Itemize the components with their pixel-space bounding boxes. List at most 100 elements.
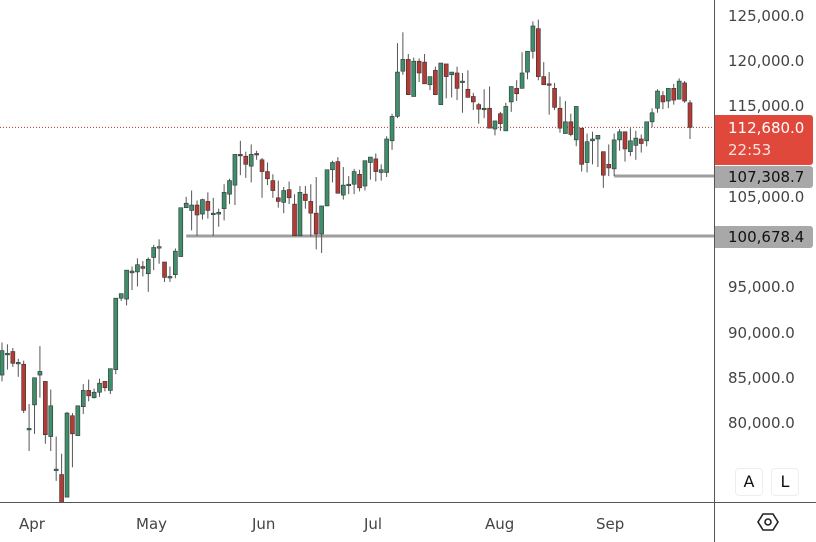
candle: [145, 258, 151, 275]
candle: [622, 131, 628, 150]
time-tick: May: [136, 515, 168, 533]
candle: [660, 95, 666, 103]
candle: [308, 201, 314, 214]
chart-plot-area[interactable]: [0, 0, 714, 506]
log-scale-button[interactable]: L: [771, 468, 799, 496]
candle: [362, 160, 368, 187]
candle: [248, 154, 254, 167]
candle: [124, 269, 129, 300]
candle: [411, 60, 417, 97]
candle: [330, 162, 335, 171]
candle: [687, 102, 693, 128]
candle: [108, 368, 113, 391]
candle: [405, 59, 411, 95]
candle: [183, 202, 189, 209]
candle: [80, 390, 86, 408]
candle: [465, 88, 471, 98]
candle: [584, 141, 590, 163]
price-tick: 95,000.0: [728, 278, 795, 297]
candle: [633, 137, 639, 146]
candle: [638, 138, 644, 144]
candlestick-series: [0, 19, 714, 506]
candle: [443, 63, 449, 77]
candle: [649, 112, 655, 123]
candle: [37, 371, 43, 376]
auto-scale-button[interactable]: A: [735, 468, 763, 496]
candle: [357, 173, 362, 189]
last-price-label: 112,680.0 22:53: [715, 115, 813, 165]
candle: [671, 88, 677, 101]
level-label-upper: 107,308.7: [715, 166, 813, 188]
candle: [552, 88, 557, 108]
candle: [0, 350, 5, 376]
candle: [536, 28, 541, 77]
candle: [666, 88, 671, 102]
candle: [590, 138, 595, 142]
time-tick: Jun: [252, 515, 276, 533]
candle: [454, 72, 460, 89]
candle: [275, 197, 281, 202]
candle: [281, 190, 287, 203]
candle: [86, 390, 91, 397]
time-tick: Aug: [485, 515, 515, 533]
candle: [573, 106, 579, 141]
price-tick: 85,000.0: [728, 368, 795, 387]
candle: [498, 113, 503, 124]
time-axis[interactable]: Apr May Jun Jul Aug Sep: [0, 502, 714, 542]
candle: [324, 169, 330, 207]
candle: [628, 140, 633, 152]
time-tick: Sep: [596, 515, 625, 533]
candle: [21, 363, 26, 411]
candle: [151, 247, 156, 258]
candle: [178, 207, 184, 257]
candle: [91, 391, 97, 398]
candle: [541, 76, 547, 86]
candle: [617, 131, 622, 141]
candle: [102, 381, 108, 389]
candle: [492, 120, 498, 130]
candle: [568, 121, 574, 135]
price-tick: 115,000.0: [728, 97, 805, 116]
candle: [59, 474, 64, 506]
candle: [487, 107, 492, 129]
candle: [503, 106, 509, 132]
time-tick: Apr: [19, 515, 45, 533]
candle: [481, 107, 487, 111]
candle: [303, 193, 308, 201]
candle: [335, 161, 341, 194]
candle: [216, 211, 221, 215]
candle: [64, 412, 70, 498]
candle: [346, 183, 352, 187]
candle: [189, 204, 194, 211]
candle: [167, 276, 173, 279]
candle: [200, 199, 205, 215]
candle: [611, 139, 617, 170]
candle: [75, 405, 81, 436]
candle: [140, 266, 146, 269]
price-tick: 120,000.0: [728, 52, 805, 71]
candle: [655, 90, 660, 109]
candle: [113, 297, 119, 370]
candle: [53, 468, 59, 471]
price-tick: 90,000.0: [728, 323, 795, 342]
candle: [378, 169, 384, 173]
candle: [676, 80, 682, 100]
candle: [563, 121, 568, 134]
candle: [319, 205, 324, 235]
bar-countdown: 22:53: [728, 141, 772, 159]
candle: [129, 270, 135, 274]
candle: [259, 159, 265, 172]
candle: [508, 86, 514, 103]
candle: [26, 428, 32, 431]
candle: [433, 69, 438, 95]
candle: [15, 362, 21, 365]
candle: [292, 203, 297, 237]
candle: [579, 127, 584, 165]
settings-gear-icon[interactable]: [757, 511, 779, 537]
price-axis[interactable]: 125,000.0 120,000.0 115,000.0 105,000.0 95,0…: [714, 0, 816, 502]
candle: [438, 62, 444, 105]
candle: [265, 171, 270, 180]
candle: [476, 104, 482, 110]
candle: [156, 246, 162, 249]
price-tick: 125,000.0: [728, 7, 805, 25]
